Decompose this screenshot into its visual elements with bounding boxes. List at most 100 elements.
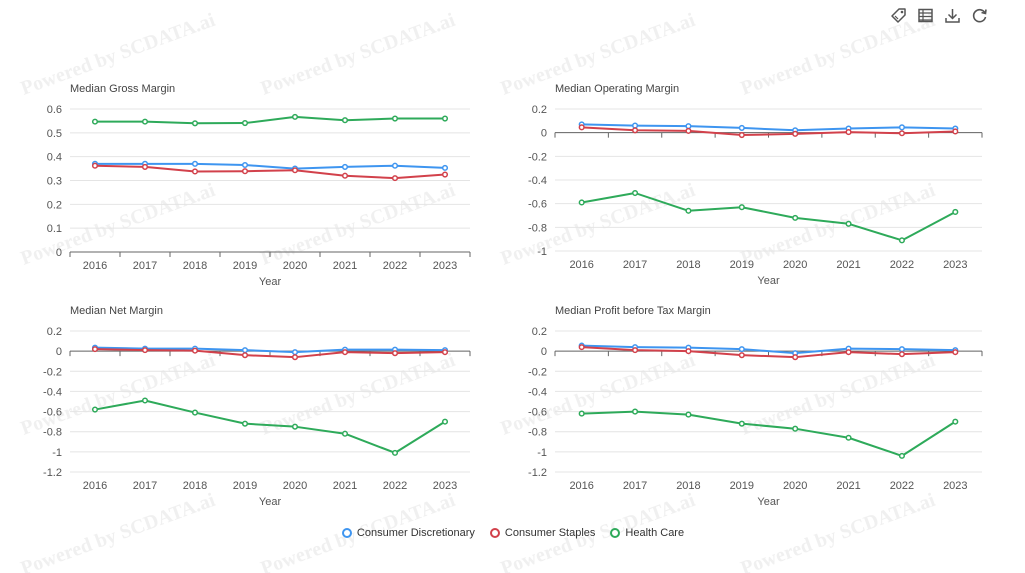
data-point <box>952 128 959 135</box>
data-point <box>141 163 149 170</box>
x-tick-label: 2021 <box>333 480 357 492</box>
x-tick-label: 2020 <box>783 480 807 492</box>
legend-label: Consumer Discretionary <box>356 527 475 539</box>
series-line <box>581 346 956 359</box>
data-point <box>341 430 349 437</box>
data-point <box>191 168 199 175</box>
data-point <box>391 350 399 357</box>
legend-item-consumer-discretionary[interactable]: Consumer Discretionary <box>341 527 475 539</box>
series-line <box>94 164 446 180</box>
x-tick-label: 2020 <box>783 259 807 271</box>
data-point <box>391 115 399 122</box>
data-point <box>685 123 692 130</box>
tag-icon[interactable] <box>888 5 909 26</box>
chart-1: Median Gross Margin 0 0.1 0.2 0.3 0.4 0.5 0.6 20… <box>47 83 471 288</box>
data-point <box>792 425 799 432</box>
x-tick-label: 2020 <box>283 260 307 272</box>
chart-4: Median Profit before Tax Margin -1.2 -1 -0.… <box>528 305 983 508</box>
data-point <box>952 349 959 356</box>
data-point <box>191 120 199 127</box>
y-tick-label: -0.8 <box>528 427 547 439</box>
data-point <box>191 409 199 416</box>
x-axis-label: Year <box>757 496 780 508</box>
x-tick-label: 2017 <box>623 259 647 271</box>
data-point <box>291 349 299 356</box>
x-tick-label: 2019 <box>233 260 257 272</box>
data-point <box>898 351 905 358</box>
y-tick-label: 0.2 <box>532 326 547 338</box>
data-point <box>845 129 852 136</box>
data-point <box>91 118 99 125</box>
y-tick-label: 0 <box>541 346 547 358</box>
x-tick-label: 2021 <box>333 260 357 272</box>
chart-title: Median Operating Margin <box>555 83 679 95</box>
data-point <box>792 130 799 137</box>
data-point <box>685 207 692 214</box>
y-tick-label: -1.2 <box>43 467 62 479</box>
data-point <box>241 168 249 175</box>
series-line <box>581 192 956 242</box>
y-tick-label: 0 <box>56 346 62 358</box>
series-line <box>581 344 956 355</box>
data-point <box>632 408 639 415</box>
data-view-icon[interactable] <box>915 5 936 26</box>
data-point <box>792 354 799 361</box>
data-point <box>341 349 349 356</box>
x-tick-label: 2016 <box>569 480 593 492</box>
y-tick-label: -0.6 <box>43 407 62 419</box>
x-axis-label: Year <box>259 496 282 508</box>
data-point <box>845 220 852 227</box>
data-point <box>141 347 149 354</box>
x-axis-label: Year <box>259 276 282 288</box>
data-point <box>141 118 149 125</box>
data-point <box>191 347 199 354</box>
x-tick-label: 2023 <box>943 259 967 271</box>
x-tick-label: 2017 <box>623 480 647 492</box>
x-tick-label: 2018 <box>676 480 700 492</box>
data-point <box>685 348 692 355</box>
data-point <box>952 208 959 215</box>
data-point <box>738 352 745 359</box>
y-tick-label: -0.2 <box>43 366 62 378</box>
x-tick-label: 2021 <box>836 480 860 492</box>
data-point <box>241 352 249 359</box>
data-point <box>91 346 99 353</box>
data-point <box>898 346 905 353</box>
x-tick-label: 2018 <box>183 480 207 492</box>
y-tick-label: 0 <box>541 128 547 140</box>
data-point <box>241 347 249 354</box>
data-point <box>441 418 449 425</box>
chart-2: Median Operating Margin -1 -0.8 -0.6 -0.4 -0.… <box>528 83 983 287</box>
series-line <box>94 346 446 354</box>
data-point <box>845 349 852 356</box>
y-tick-label: -1 <box>537 447 547 459</box>
data-point <box>738 346 745 353</box>
y-tick-label: 0.2 <box>47 199 62 211</box>
legend-item-consumer-staples[interactable]: Consumer Staples <box>489 527 595 539</box>
data-point <box>441 171 449 178</box>
y-tick-label: -0.2 <box>528 151 547 163</box>
data-point <box>241 161 249 169</box>
chart-3: Median Net Margin -1.2 -1 -0.8 -0.6 -0.4 -0.2 0… <box>43 305 471 508</box>
x-tick-label: 2019 <box>730 480 754 492</box>
x-tick-label: 2016 <box>569 259 593 271</box>
y-tick-label: -0.8 <box>528 222 547 234</box>
data-point <box>898 130 905 137</box>
x-tick-label: 2017 <box>133 480 157 492</box>
data-point <box>685 127 692 134</box>
legend-item-health-care[interactable]: Health Care <box>609 527 684 539</box>
download-icon[interactable] <box>942 5 963 26</box>
data-point <box>578 124 585 131</box>
series-line <box>95 115 445 125</box>
x-tick-label: 2019 <box>233 480 257 492</box>
series-line <box>581 410 956 457</box>
data-point <box>952 418 959 425</box>
data-point <box>792 214 799 221</box>
refresh-icon[interactable] <box>969 5 990 26</box>
data-point <box>685 411 692 418</box>
y-tick-label: 0.2 <box>532 104 547 116</box>
data-point <box>241 420 249 427</box>
data-point <box>632 189 639 197</box>
data-point <box>738 204 745 211</box>
